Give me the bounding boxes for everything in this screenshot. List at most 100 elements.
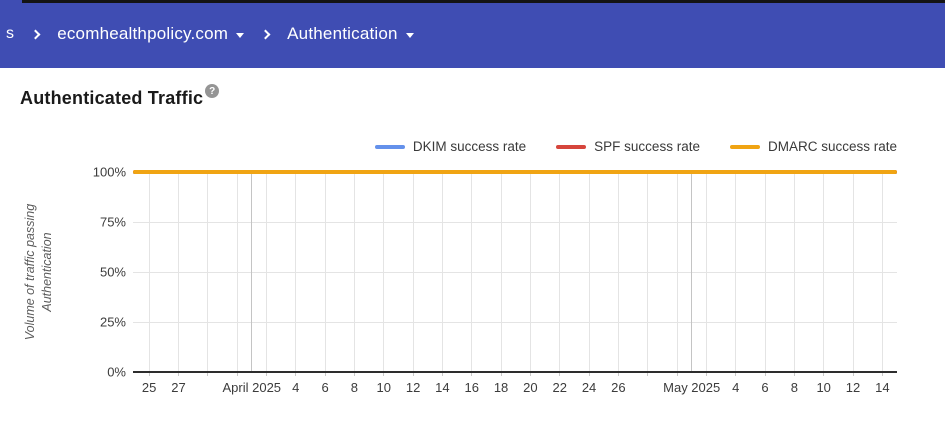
x-tick-label: 8 xyxy=(790,380,798,395)
x-axis-tick-mark xyxy=(617,372,619,376)
y-axis-title-line2: Authentication xyxy=(39,232,54,312)
vertical-gridline xyxy=(705,172,707,372)
x-axis-tick-labels: 25 27 April 2025 4 6 8 10 12 14 16 18 20 22 24 26 May 2… xyxy=(133,380,897,398)
vertical-gridline xyxy=(647,172,649,372)
vertical-gridline xyxy=(148,172,150,372)
chevron-right-icon xyxy=(30,29,41,39)
x-tick-label: 16 xyxy=(464,380,479,395)
window-top-edge xyxy=(22,0,945,3)
y-axis-title: Volume of traffic passing Authentication xyxy=(22,172,58,372)
vertical-gridline xyxy=(236,172,238,372)
y-axis-tick-labels: 0% 25% 50% 75% 100% xyxy=(60,165,126,380)
x-axis-tick-mark xyxy=(177,372,179,376)
y-tick-label: 100% xyxy=(92,164,126,180)
y-tick-label: 50% xyxy=(99,264,126,280)
vertical-gridline xyxy=(735,172,737,372)
x-tick-label: 6 xyxy=(761,380,769,395)
chart-plot-area[interactable] xyxy=(133,170,897,376)
breadcrumb: s ecomhealthpolicy.com Authentication xyxy=(6,0,414,68)
x-tick-label: 18 xyxy=(493,380,509,395)
x-tick-label: 24 xyxy=(581,380,597,395)
x-tick-label: 4 xyxy=(292,380,300,395)
x-tick-label: 4 xyxy=(732,380,740,395)
breadcrumb-domain-dropdown[interactable]: ecomhealthpolicy.com xyxy=(57,24,245,44)
legend-swatch-icon xyxy=(374,144,405,149)
vertical-gridline xyxy=(529,172,531,372)
x-axis-tick-mark xyxy=(383,372,385,376)
x-axis-tick-mark xyxy=(295,372,297,376)
x-axis-tick-mark xyxy=(823,372,825,376)
x-tick-label-month: May 2025 xyxy=(663,380,721,395)
x-tick-label: 26 xyxy=(611,380,626,395)
help-icon[interactable]: ? xyxy=(205,84,220,98)
legend-item[interactable]: DKIM success rate xyxy=(374,139,527,154)
vertical-gridline xyxy=(177,172,179,372)
x-axis-tick-mark xyxy=(148,372,150,376)
x-axis-tick-mark xyxy=(265,372,267,376)
x-axis-baseline xyxy=(133,371,897,373)
x-tick-label: 8 xyxy=(350,380,359,395)
month-boundary-gridline xyxy=(691,172,693,372)
vertical-gridline xyxy=(471,172,473,372)
x-tick-label: 22 xyxy=(552,380,567,395)
x-tick-label: 27 xyxy=(171,380,186,395)
x-axis-tick-mark xyxy=(852,372,854,376)
legend-label: DKIM success rate xyxy=(412,139,527,154)
x-tick-label-month: April 2025 xyxy=(222,380,282,395)
x-axis-tick-mark xyxy=(441,372,443,376)
x-axis-tick-mark xyxy=(705,372,707,376)
page-title-row: Authenticated Traffic ? xyxy=(20,84,220,109)
page-title: Authenticated Traffic xyxy=(20,88,204,108)
vertical-gridline xyxy=(617,172,619,372)
x-axis-tick-mark xyxy=(207,372,209,376)
vertical-gridline xyxy=(353,172,355,372)
horizontal-gridline xyxy=(133,221,897,223)
vertical-gridline xyxy=(295,172,297,372)
legend-swatch-icon xyxy=(729,144,760,149)
vertical-gridline xyxy=(676,172,678,372)
x-axis-tick-mark xyxy=(676,372,678,376)
x-tick-label: 12 xyxy=(405,380,421,395)
vertical-gridline xyxy=(207,172,209,372)
x-axis-tick-mark xyxy=(236,372,238,376)
chevron-down-icon xyxy=(236,32,245,38)
vertical-gridline xyxy=(823,172,825,372)
y-tick-label: 25% xyxy=(99,314,126,330)
chevron-down-icon xyxy=(405,32,414,38)
legend-label: DMARC success rate xyxy=(767,139,897,154)
series-line-dmarc xyxy=(133,170,897,174)
breadcrumb-prefix[interactable]: s xyxy=(6,25,15,42)
vertical-gridline xyxy=(764,172,766,372)
vertical-gridline xyxy=(324,172,326,372)
x-tick-label: 14 xyxy=(435,380,450,395)
y-tick-label: 75% xyxy=(99,214,126,230)
legend-swatch-icon xyxy=(556,144,587,149)
x-tick-label: 12 xyxy=(845,380,861,395)
x-axis-tick-mark xyxy=(471,372,473,376)
x-axis-tick-mark xyxy=(559,372,561,376)
vertical-gridline xyxy=(412,172,414,372)
vertical-gridline xyxy=(265,172,267,372)
legend-item[interactable]: DMARC success rate xyxy=(729,139,897,154)
legend-label: SPF success rate xyxy=(594,139,700,154)
vertical-gridline xyxy=(559,172,561,372)
vertical-gridline xyxy=(881,172,883,372)
legend-item[interactable]: SPF success rate xyxy=(556,139,700,154)
y-axis-title-line1: Volume of traffic passing xyxy=(23,203,37,341)
x-tick-label: 25 xyxy=(141,380,157,395)
x-axis-tick-mark xyxy=(735,372,737,376)
breadcrumb-section-label: Authentication xyxy=(287,24,398,43)
x-tick-label: 6 xyxy=(321,380,329,395)
vertical-gridline xyxy=(588,172,590,372)
vertical-gridline xyxy=(500,172,502,372)
x-axis-tick-mark xyxy=(353,372,355,376)
month-boundary-gridline xyxy=(251,172,253,372)
x-tick-label: 14 xyxy=(875,380,890,395)
horizontal-gridline xyxy=(133,271,897,273)
breadcrumb-section-dropdown[interactable]: Authentication xyxy=(287,24,414,44)
vertical-gridline xyxy=(383,172,385,372)
vertical-gridline xyxy=(441,172,443,372)
x-tick-label: 10 xyxy=(816,380,831,395)
chart-legend: DKIM success rate SPF success rate DMARC s… xyxy=(374,139,897,154)
